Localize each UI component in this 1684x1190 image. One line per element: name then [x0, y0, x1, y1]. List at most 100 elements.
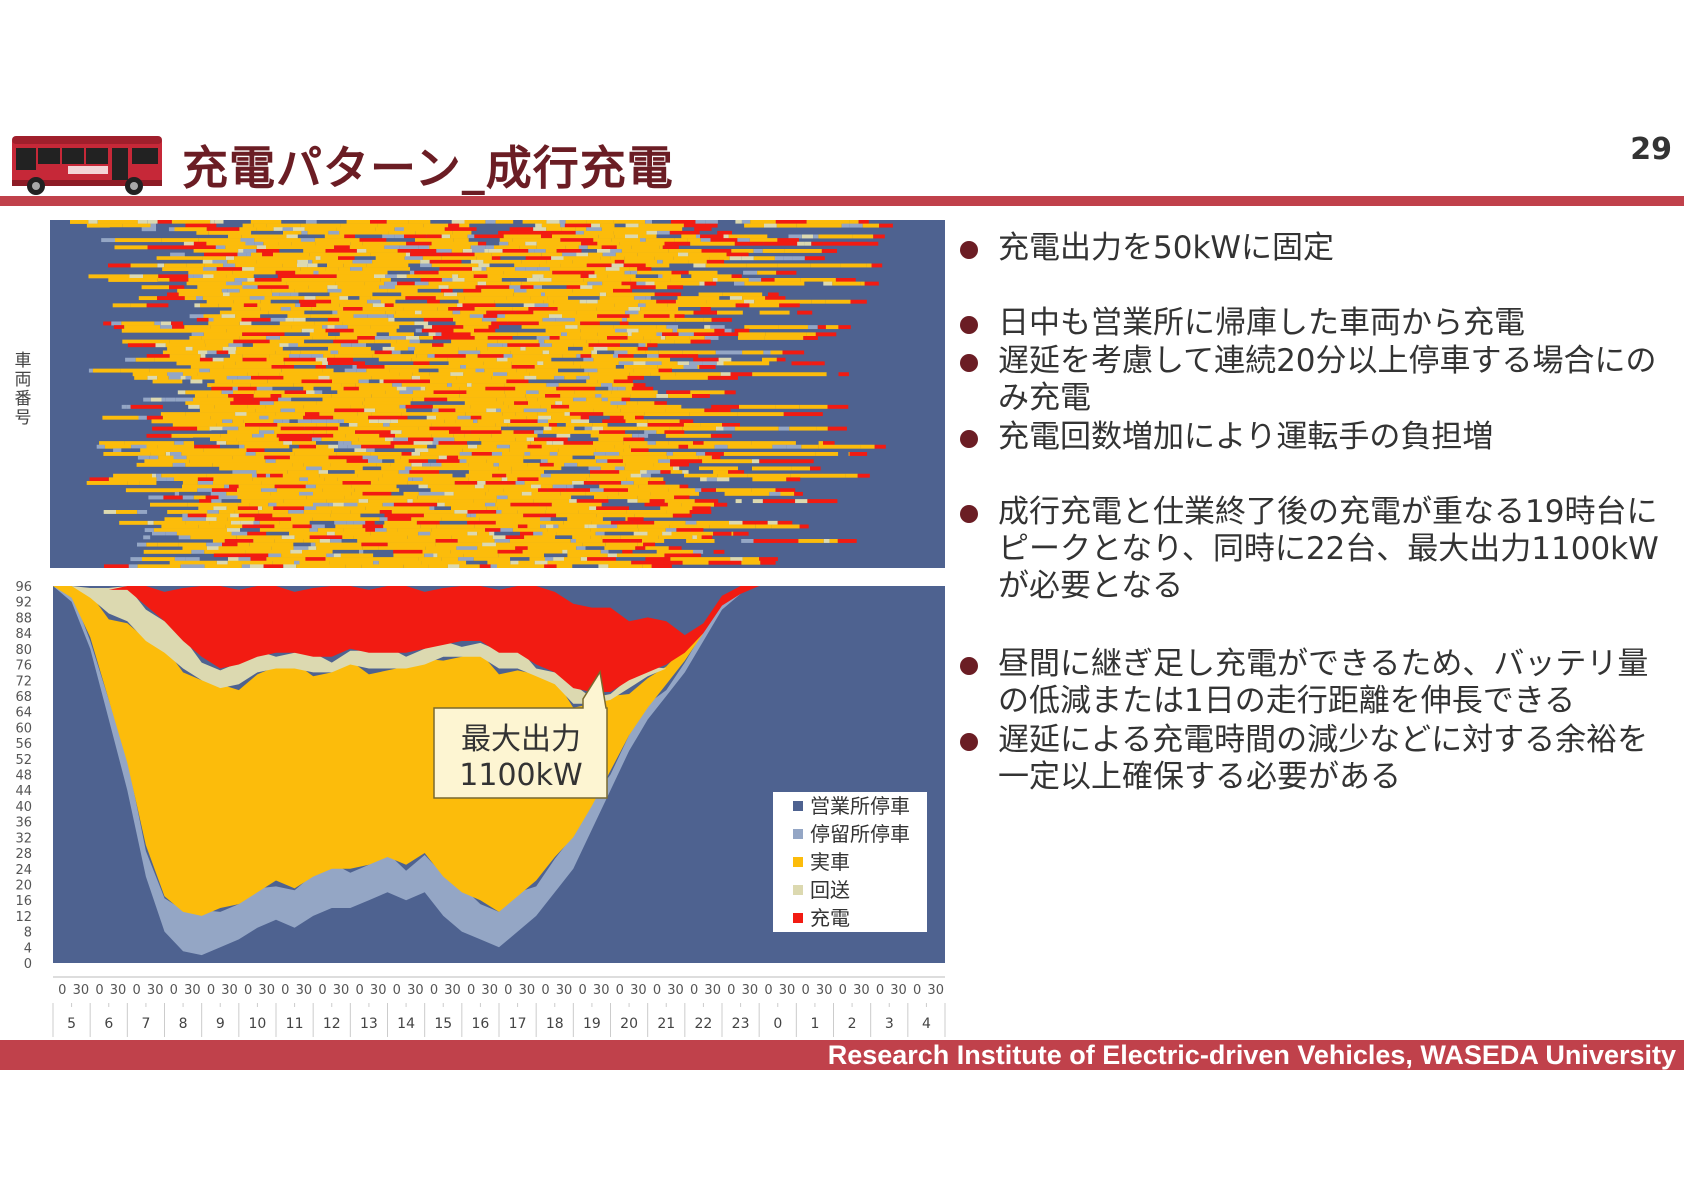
heatmap-cell [486, 310, 516, 315]
heatmap-cell [312, 336, 336, 340]
heatmap-cell [483, 314, 498, 319]
heatmap-cell [744, 281, 777, 286]
heatmap-cell [462, 303, 496, 308]
heatmap-cell [382, 502, 394, 507]
heatmap-cell [452, 288, 464, 293]
heatmap-cell [452, 473, 466, 478]
heatmap-cell [257, 506, 263, 511]
heatmap-cell [526, 437, 534, 442]
heatmap-cell [370, 346, 383, 351]
heatmap-cell [566, 285, 581, 290]
heatmap-cell [263, 241, 279, 246]
heatmap-cell [631, 560, 664, 565]
heatmap-cell [484, 249, 489, 253]
heatmap-cell [222, 419, 233, 424]
heatmap-cell [317, 528, 344, 533]
heatmap-cell [235, 314, 261, 319]
heatmap-cell [206, 513, 231, 518]
heatmap-cell [476, 256, 492, 261]
heatmap-cell [372, 303, 385, 308]
heatmap-cell [527, 524, 540, 529]
heatmap-cell [723, 361, 770, 366]
heatmap-cell [205, 495, 219, 500]
heatmap-cell [313, 430, 327, 435]
heatmap-cell [524, 535, 556, 540]
heatmap-cell [299, 477, 308, 482]
heatmap-cell [337, 285, 380, 290]
heatmap-cell [229, 292, 273, 297]
heatmap-cell [173, 455, 187, 460]
heatmap-cell [608, 386, 613, 391]
heatmap-cell [724, 412, 738, 417]
heatmap-cell [443, 292, 458, 297]
x-minute-label: 0 [318, 983, 326, 998]
heatmap-cell [588, 274, 597, 279]
heatmap-cell [226, 491, 271, 496]
heatmap-cell [801, 444, 819, 449]
heatmap-cell [669, 314, 675, 319]
x-minute-label: 30 [73, 983, 90, 998]
heatmap-cell [589, 506, 597, 511]
x-minute-label: 0 [281, 983, 289, 998]
heatmap-cell [502, 412, 516, 417]
heatmap-cell [643, 314, 670, 319]
heatmap-cell [667, 455, 699, 460]
heatmap-cell [700, 423, 722, 427]
heatmap-cell [462, 528, 486, 533]
heatmap-cell [827, 426, 847, 431]
heatmap-cell [255, 452, 295, 456]
heatmap-cell [587, 245, 602, 250]
heatmap-cell [528, 401, 556, 406]
heatmap-cell [152, 426, 167, 431]
heatmap-cell [515, 310, 534, 315]
heatmap-cell [644, 412, 690, 417]
heatmap-cell [716, 361, 724, 366]
heatmap-cell [287, 470, 319, 475]
heatmap-cell [592, 423, 608, 427]
heatmap-cell [556, 564, 573, 568]
heatmap-cell [333, 368, 345, 373]
heatmap-cell [717, 310, 743, 315]
heatmap-cell [472, 267, 482, 272]
heatmap-cell [184, 285, 198, 290]
heatmap-cell [103, 510, 116, 514]
heatmap-cell [318, 375, 330, 380]
heatmap-cell [188, 404, 200, 409]
heatmap-cell [322, 390, 338, 395]
heatmap-cell [190, 535, 237, 540]
heatmap-cell [162, 267, 203, 272]
heatmap-cell [438, 441, 454, 446]
heatmap-cell [501, 292, 514, 297]
heatmap-cell [222, 426, 239, 431]
heatmap-cell [308, 546, 317, 551]
heatmap-cell [821, 499, 838, 504]
heatmap-cell [674, 495, 690, 500]
heatmap-cell [518, 524, 528, 529]
heatmap-cell [198, 524, 226, 529]
heatmap-cell [399, 404, 406, 409]
heatmap-cell [511, 365, 535, 369]
heatmap-cell [612, 383, 634, 388]
heatmap-cell [332, 379, 359, 384]
heatmap-cell [236, 346, 283, 351]
heatmap-cell [345, 433, 380, 438]
heatmap-cell [685, 520, 697, 525]
heatmap-cell [238, 426, 260, 431]
heatmap-cell [311, 354, 324, 359]
heatmap-cell [149, 455, 159, 460]
heatmap-cell [199, 408, 239, 413]
y-tick-label: 48 [15, 769, 32, 784]
heatmap-cell [667, 303, 707, 308]
heatmap-cell [264, 455, 290, 460]
heatmap-cell [697, 365, 700, 369]
heatmap-cell [670, 462, 689, 467]
x-minute-label: 0 [578, 983, 586, 998]
heatmap-cell [342, 535, 354, 540]
y-tick-label: 64 [15, 706, 32, 721]
heatmap-cell [420, 375, 457, 380]
x-minute-label: 30 [742, 983, 759, 998]
heatmap-cell [738, 466, 752, 471]
heatmap-cell [629, 372, 651, 377]
heatmap-cell [809, 249, 822, 253]
heatmap-cell [327, 317, 340, 322]
